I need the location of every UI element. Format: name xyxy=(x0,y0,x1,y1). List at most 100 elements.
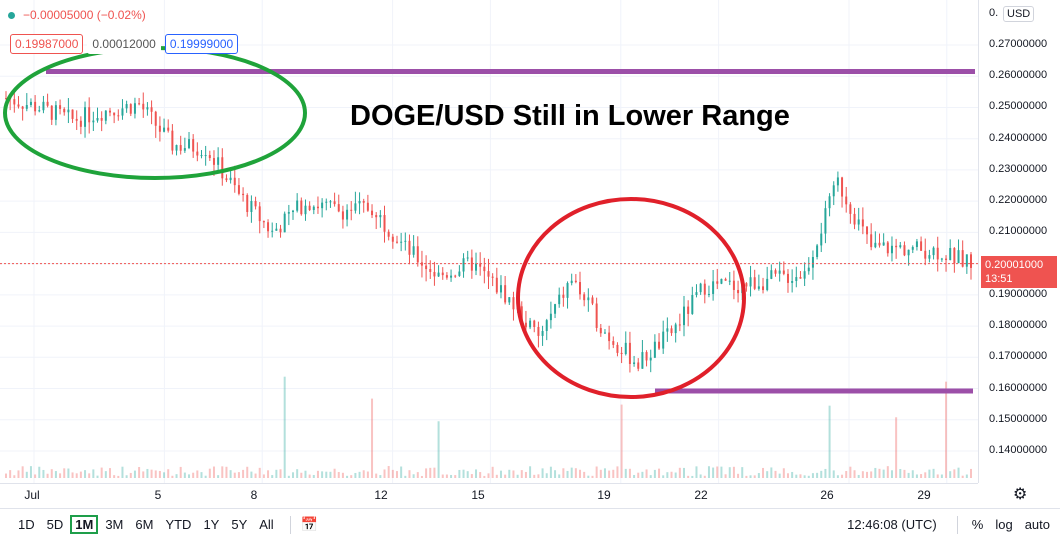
time-scale[interactable]: Jul 5 8 12 15 19 22 26 29 xyxy=(0,483,978,508)
price-chart[interactable] xyxy=(0,0,978,483)
candle-body xyxy=(92,120,95,123)
candle-body xyxy=(250,201,253,213)
volume-bar xyxy=(50,469,53,478)
ask-price-box[interactable]: 0.19999000 xyxy=(164,34,239,54)
range-button-1y[interactable]: 1Y xyxy=(203,517,220,532)
candle-body xyxy=(816,245,819,258)
range-button-1m[interactable]: 1M xyxy=(70,515,99,534)
volume-bar xyxy=(920,474,923,478)
candle-body xyxy=(645,352,648,361)
range-button-ytd[interactable]: YTD xyxy=(165,517,192,532)
price-scale[interactable]: 0. USD 0.27000000 0.26000000 0.25000000 0.2… xyxy=(978,0,1060,483)
volume-bar xyxy=(262,474,265,478)
candle-body xyxy=(886,242,889,254)
volume-bar xyxy=(762,467,765,478)
price-change: −0.00005000 (−0.02%) xyxy=(23,8,146,22)
volume-bar xyxy=(437,421,440,478)
candle-body xyxy=(579,282,582,295)
volume-bar xyxy=(354,472,357,478)
candle-body xyxy=(924,250,927,259)
candle-body xyxy=(728,280,731,282)
candle-body xyxy=(803,271,806,279)
chart-area[interactable]: −0.00005000 (−0.02%) 0.19987000 0.000120… xyxy=(0,0,978,483)
candle-body xyxy=(866,226,869,235)
volume-bar xyxy=(945,381,948,478)
volume-bar xyxy=(720,466,723,478)
auto-toggle[interactable]: auto xyxy=(1024,517,1050,532)
volume-bar xyxy=(882,469,885,478)
candle-body xyxy=(649,357,652,361)
range-button-3m[interactable]: 3M xyxy=(105,517,124,532)
candle-body xyxy=(71,109,74,119)
currency-select[interactable]: USD xyxy=(1003,6,1035,22)
volume-bar xyxy=(96,475,99,478)
settings-gear-icon[interactable]: ⚙ xyxy=(1013,486,1028,503)
range-button-all[interactable]: All xyxy=(259,517,274,532)
volume-bar xyxy=(167,469,170,478)
percent-toggle[interactable]: % xyxy=(971,517,984,532)
log-toggle[interactable]: log xyxy=(995,517,1013,532)
volume-bar xyxy=(450,474,453,478)
volume-bar xyxy=(113,475,116,478)
volume-bar xyxy=(237,472,240,478)
bar-countdown: 13:51 xyxy=(985,273,1013,285)
candle-body xyxy=(965,254,968,267)
volume-bar xyxy=(88,473,91,478)
time-label: 12 xyxy=(374,488,388,502)
volume-bar xyxy=(429,467,432,478)
candle-body xyxy=(296,200,299,211)
volume-bar xyxy=(400,466,403,478)
volume-bar xyxy=(100,467,103,478)
range-button-6m[interactable]: 6M xyxy=(135,517,154,532)
candle-body xyxy=(267,222,270,232)
candle-body xyxy=(504,285,507,303)
volume-bar xyxy=(13,475,16,478)
volume-bar xyxy=(649,475,652,478)
date-range-calendar-icon[interactable]: 📅 xyxy=(300,516,319,532)
range-button-1d[interactable]: 1D xyxy=(18,517,35,532)
chart-headline: DOGE/USD Still in Lower Range xyxy=(350,100,790,132)
volume-bar xyxy=(42,469,45,478)
volume-bar xyxy=(728,467,731,478)
volume-bar xyxy=(633,474,636,478)
candle-body xyxy=(325,201,328,203)
candle-body xyxy=(899,245,902,248)
volume-bar xyxy=(753,475,756,478)
candle-body xyxy=(533,320,536,327)
price-label: 0.22000000 xyxy=(989,194,1048,207)
candle-body xyxy=(400,241,403,243)
volume-bar xyxy=(292,472,295,478)
candle-body xyxy=(383,215,386,232)
candle-body xyxy=(512,297,515,310)
spread-value: 0.00012000 xyxy=(87,34,161,54)
candle-body xyxy=(84,107,87,127)
candle-body xyxy=(857,219,860,225)
candle-body xyxy=(849,204,852,214)
volume-bar xyxy=(391,469,394,478)
volume-bar xyxy=(308,474,311,478)
range-button-5d[interactable]: 5D xyxy=(46,517,64,532)
volume-bar xyxy=(558,474,561,478)
volume-bar xyxy=(54,471,57,478)
range-buttons: 1D 5D 1M 3M 6M YTD 1Y 5Y All xyxy=(12,515,280,534)
volume-bar xyxy=(707,466,710,478)
candle-body xyxy=(25,104,28,109)
candle-body xyxy=(541,330,544,336)
range-button-5y[interactable]: 5Y xyxy=(231,517,248,532)
volume-bar xyxy=(395,471,398,478)
candle-body xyxy=(150,107,153,112)
candle-body xyxy=(287,212,290,214)
candle-body xyxy=(707,293,710,295)
volume-bar xyxy=(121,466,124,478)
candle-body xyxy=(745,283,748,287)
candle-body xyxy=(479,263,482,267)
utc-clock[interactable]: 12:46:08 (UTC) xyxy=(847,517,937,532)
volume-bar xyxy=(404,475,407,478)
volume-bar xyxy=(874,467,877,478)
price-label: 0.25000000 xyxy=(989,100,1048,113)
volume-bar xyxy=(9,470,12,478)
candle-body xyxy=(845,196,848,205)
candle-body xyxy=(732,280,735,290)
bid-price-box[interactable]: 0.19987000 xyxy=(10,34,84,54)
candle-body xyxy=(454,275,457,277)
